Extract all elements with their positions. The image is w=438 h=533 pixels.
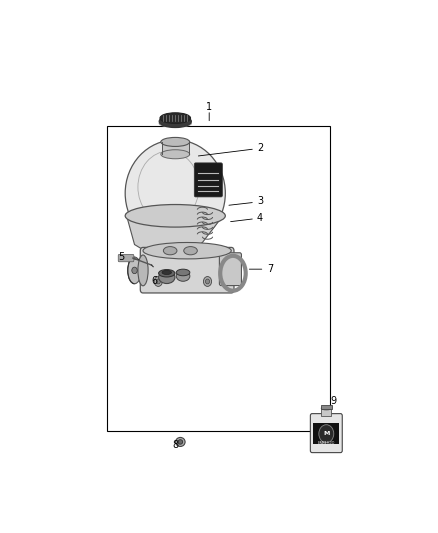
Ellipse shape <box>176 438 185 447</box>
Text: 1: 1 <box>206 102 212 112</box>
Circle shape <box>319 425 334 443</box>
Circle shape <box>205 279 209 284</box>
Ellipse shape <box>125 140 225 247</box>
Circle shape <box>156 279 160 284</box>
Ellipse shape <box>160 113 191 124</box>
Text: BRAKE FLUID: BRAKE FLUID <box>318 441 335 445</box>
FancyBboxPatch shape <box>311 414 342 453</box>
Text: 9: 9 <box>330 397 336 406</box>
Ellipse shape <box>143 243 231 259</box>
Polygon shape <box>126 214 224 257</box>
Ellipse shape <box>321 407 332 410</box>
Ellipse shape <box>184 247 197 255</box>
Ellipse shape <box>163 247 177 255</box>
Ellipse shape <box>176 269 190 276</box>
Ellipse shape <box>159 271 175 284</box>
Bar <box>321 405 332 409</box>
Bar <box>321 408 332 416</box>
Ellipse shape <box>161 138 190 147</box>
Ellipse shape <box>161 150 190 159</box>
Ellipse shape <box>162 270 172 274</box>
Ellipse shape <box>138 255 148 286</box>
Ellipse shape <box>159 270 175 277</box>
Circle shape <box>132 267 137 273</box>
FancyBboxPatch shape <box>194 163 223 197</box>
Text: 3: 3 <box>257 197 263 206</box>
Ellipse shape <box>125 205 225 227</box>
Ellipse shape <box>159 120 191 127</box>
FancyBboxPatch shape <box>140 247 234 293</box>
Bar <box>162 140 189 154</box>
Circle shape <box>203 277 212 286</box>
Ellipse shape <box>178 440 183 444</box>
Ellipse shape <box>176 271 190 281</box>
Ellipse shape <box>128 257 141 284</box>
Text: M: M <box>323 431 329 436</box>
Bar <box>314 423 339 445</box>
Text: 8: 8 <box>172 440 178 450</box>
FancyBboxPatch shape <box>219 253 241 286</box>
Ellipse shape <box>159 115 191 127</box>
FancyBboxPatch shape <box>118 254 134 262</box>
Circle shape <box>154 277 162 286</box>
Text: 5: 5 <box>118 252 124 262</box>
Text: 4: 4 <box>257 213 263 223</box>
Bar <box>107 126 330 431</box>
Text: 2: 2 <box>257 143 263 153</box>
Text: 7: 7 <box>267 264 273 274</box>
Text: 6: 6 <box>152 277 158 286</box>
